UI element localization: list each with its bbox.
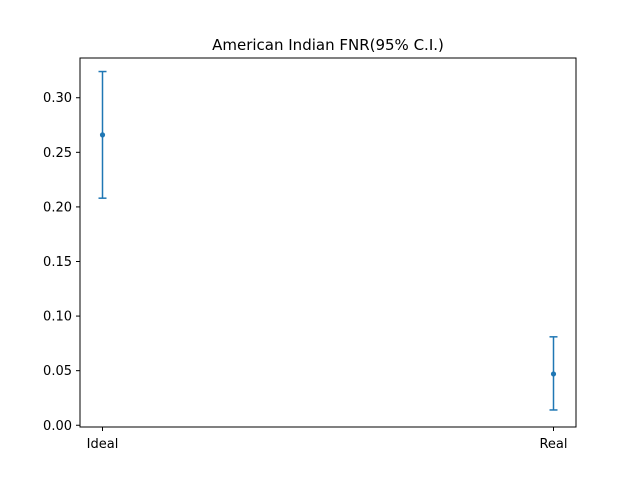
x-tick-label-real: Real	[539, 437, 567, 452]
data-point-real	[550, 371, 557, 377]
chart-title: American Indian FNR(95% C.I.)	[212, 36, 444, 54]
y-tick-label: 0.05	[43, 364, 72, 379]
plot-frame	[79, 57, 577, 428]
y-tick-label: 0.25	[43, 146, 72, 161]
y-tick-label: 0.15	[43, 255, 72, 270]
y-tick-label: 0.20	[43, 200, 72, 215]
data-point-ideal	[99, 132, 106, 138]
plot-axes: 0.00 0.05 0.10 0.15 0.20 0.25 0.30 Ideal Real	[43, 57, 577, 452]
y-tick-label: 0.00	[43, 419, 72, 434]
y-tick-label: 0.10	[43, 310, 72, 325]
plot-marks	[98, 70, 558, 411]
x-tick-label-ideal: Ideal	[87, 437, 119, 452]
y-tick-label: 0.30	[43, 91, 72, 106]
